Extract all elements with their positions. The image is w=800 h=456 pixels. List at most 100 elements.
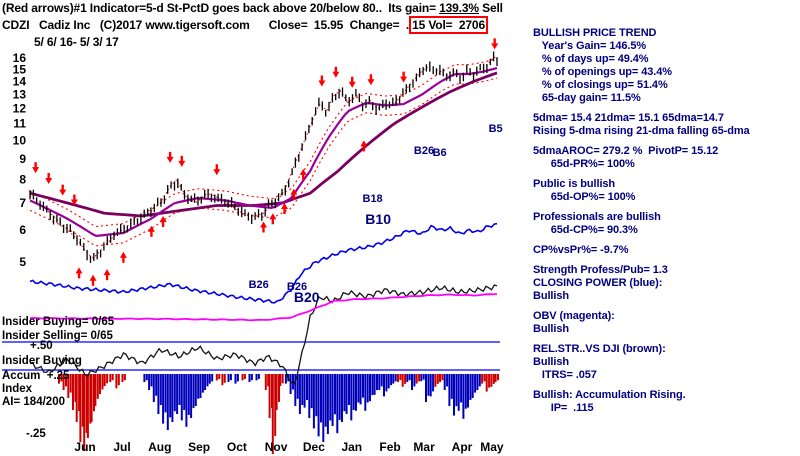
date-range: 5/ 6/ 16- 5/ 3/ 17	[34, 35, 119, 49]
panel-stat-line: CLOSING POWER (blue):	[533, 277, 663, 289]
month-tick-label: Mar	[413, 440, 435, 454]
down-arrow-icon	[318, 75, 326, 87]
panel-spacer	[533, 382, 799, 389]
panel-stat-line: Year's Gain= 146.5%	[533, 40, 647, 52]
buy-signal-label: B20	[294, 289, 320, 305]
down-arrow-icon	[348, 76, 356, 88]
month-tick-label: Jan	[341, 440, 362, 454]
price-tick-label: 5	[19, 255, 26, 269]
buy-signal-label: B10	[365, 211, 391, 227]
panel-stat-line: IP= .115	[533, 402, 594, 414]
panel-stat-line: Bullish	[533, 356, 569, 368]
up-arrow-icon	[89, 274, 97, 286]
panel-stat-line: Bullish	[533, 323, 569, 335]
panel-spacer	[533, 257, 799, 264]
down-arrow-icon	[491, 38, 499, 50]
buy-signal-label: B18	[363, 193, 383, 205]
chart-left-label: Insider Selling= 0/65	[2, 330, 113, 342]
panel-stat-line: Bullish: Accumulation Rising.	[533, 389, 686, 401]
volume-highlight-box: 15 Vol= 2706	[409, 16, 488, 34]
panel-stat-line: BULLISH PRICE TREND	[533, 27, 657, 39]
up-arrow-icon	[159, 215, 167, 227]
price-tick-label: 8	[19, 173, 26, 187]
statistics-panel: BULLISH PRICE TREND Year's Gain= 146.5% …	[533, 27, 799, 415]
indicator-signal: Sell	[478, 1, 503, 15]
panel-stat-line: 65d-CP%= 90.3%	[533, 224, 638, 236]
month-tick-label: Jun	[74, 440, 95, 454]
panel-stat-line: OBV (magenta):	[533, 310, 615, 322]
price-tick-label: 15	[13, 62, 27, 76]
up-arrow-icon	[269, 213, 277, 225]
panel-stat-line: Bullish	[533, 290, 569, 302]
indicator-gain-value: 139.3%	[439, 1, 479, 15]
chart-left-label: +.50	[30, 340, 53, 352]
month-tick-label: Apr	[452, 440, 473, 454]
down-arrow-icon	[32, 162, 40, 174]
accumulation-histogram	[58, 374, 499, 454]
moving-averages	[29, 67, 498, 238]
panel-stat-line: ITRS= .057	[533, 369, 597, 381]
panel-stat-line: Professionals are bullish	[533, 211, 661, 223]
buy-signal-label: B6	[433, 147, 447, 159]
month-tick-label: Feb	[379, 440, 400, 454]
down-arrow-icon	[45, 173, 53, 185]
price-tick-label: 10	[13, 133, 27, 147]
chart-left-label: Accum +.25	[2, 370, 70, 382]
up-arrow-icon	[147, 225, 155, 237]
chart-left-label: Insider Buying= 0/65	[2, 316, 115, 328]
up-arrow-icon	[290, 188, 298, 200]
panel-spacer	[533, 303, 799, 310]
up-arrow-icon	[299, 168, 307, 180]
month-tick-label: Oct	[227, 440, 247, 454]
rel-strength-line	[29, 284, 498, 386]
buy-signal-label: B5	[489, 123, 503, 135]
price-tick-label: 11	[13, 117, 26, 131]
obv-line	[29, 293, 498, 322]
price-bars	[29, 51, 498, 263]
symbol-quote-text: CDZI Cadiz Inc (C)2017 www.tigersoft.com…	[2, 18, 410, 32]
indicator-text: (Red arrows)#1 Indicator=5-d St-PctD goe…	[2, 1, 440, 15]
down-arrow-icon	[400, 71, 408, 83]
down-arrow-icon	[70, 194, 78, 206]
panel-stat-line: % of closings up= 51.4%	[533, 79, 668, 91]
indicator-header-line: (Red arrows)#1 Indicator=5-d St-PctD goe…	[2, 1, 503, 15]
price-tick-label: 9	[19, 152, 26, 166]
up-arrow-icon	[119, 251, 127, 263]
up-arrow-icon	[260, 221, 267, 233]
signal-arrows	[32, 38, 499, 286]
chart-left-label: Insider Buying	[2, 355, 82, 367]
price-tick-label: 7	[19, 196, 26, 210]
month-tick-label: Sep	[188, 440, 210, 454]
month-tick-label: Dec	[303, 440, 325, 454]
panel-spacer	[533, 204, 799, 211]
month-tick-label: Aug	[148, 440, 171, 454]
symbol-header-line: CDZI Cadiz Inc (C)2017 www.tigersoft.com…	[2, 16, 488, 34]
panel-stat-line: Strength Profess/Pub= 1.3	[533, 264, 668, 276]
panel-stat-line: 5dma= 15.4 21dma= 15.1 65dma=14.7	[533, 112, 724, 124]
buy-signal-label: B26	[414, 145, 434, 157]
month-axis-labels: Jun Jul Aug Sep Oct Nov Dec Jan Feb Mar Apr May	[74, 440, 503, 454]
panel-stat-line: % of days up= 49.4%	[533, 53, 649, 65]
panel-stat-line: Rising 5-dma rising 21-dma falling 65-dm…	[533, 125, 750, 137]
month-tick-label: Nov	[265, 440, 288, 454]
buy-signal-label: B26	[249, 279, 269, 291]
panel-spacer	[533, 138, 799, 145]
price-tick-label: 14	[13, 74, 27, 88]
up-arrow-icon	[103, 269, 111, 281]
chart-left-label: -.25	[26, 428, 46, 440]
closing-power-line	[29, 222, 498, 304]
month-tick-label: May	[480, 440, 504, 454]
chart-left-label: Index	[2, 383, 33, 395]
up-arrow-icon	[281, 202, 289, 214]
down-arrow-icon	[59, 184, 67, 196]
panel-stat-line: CP%vsPr%= -9.7%	[533, 244, 629, 256]
panel-stat-line: % of openings up= 43.4%	[533, 66, 672, 78]
down-arrow-icon	[166, 151, 174, 163]
down-arrow-icon	[178, 155, 186, 167]
up-arrow-icon	[75, 267, 83, 279]
panel-stat-line: 65-day gain= 11.5%	[533, 92, 641, 104]
